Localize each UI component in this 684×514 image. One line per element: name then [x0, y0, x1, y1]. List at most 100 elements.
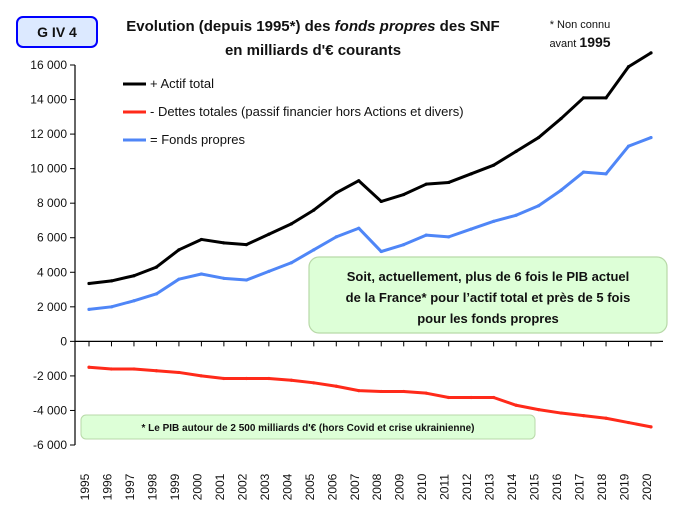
series-2-point [379, 249, 383, 254]
series-2-point [109, 305, 114, 309]
series-0-point [334, 191, 338, 195]
x-tick-label: 1997 [123, 473, 137, 500]
y-tick-label: -4 000 [33, 403, 67, 417]
title-line-1: Evolution (depuis 1995*) des fonds propr… [126, 18, 499, 35]
series-0-point [492, 163, 496, 167]
x-tick-label: 2004 [280, 473, 294, 500]
series-2-point [222, 276, 226, 280]
series-0-point [581, 96, 586, 100]
note-line-2: avant 1995 [549, 34, 610, 50]
callout-box: Soit, actuellement, plus de 6 fois le PI… [308, 256, 668, 334]
series-0-point [514, 149, 518, 153]
legend-label-2: = Fonds propres [150, 132, 246, 147]
series-1-point [514, 403, 518, 407]
y-tick-label: 8 000 [37, 196, 67, 210]
series-1-point [402, 389, 406, 394]
series-1-point [244, 376, 248, 381]
series-2-point [581, 170, 586, 174]
series-0-point [604, 96, 608, 100]
series-line-1 [87, 365, 653, 429]
callout-line-1: Soit, actuellement, plus de 6 fois le PI… [347, 269, 629, 284]
x-tick-label: 1998 [145, 473, 159, 500]
y-tick-label: 14 000 [30, 93, 67, 107]
badge-label: G IV 4 [37, 24, 77, 40]
series-1-point [177, 370, 181, 375]
chart-title: Evolution (depuis 1995*) des fonds propr… [126, 18, 499, 59]
series-1-point [604, 416, 608, 420]
series-2-point [447, 235, 451, 239]
series-1-point [447, 395, 451, 400]
series-2-point [537, 204, 541, 208]
series-0-point [357, 179, 361, 183]
note-line-2-prefix: avant [549, 38, 579, 50]
series-0-point [267, 232, 271, 236]
series-1-point [379, 389, 383, 394]
series-1-point [334, 384, 338, 388]
x-tick-label: 1995 [78, 473, 92, 500]
series-2-point [424, 233, 428, 237]
x-tick-label: 2006 [325, 473, 339, 500]
series-2-point [334, 235, 338, 239]
title-line-1-part-2: des SNF [436, 18, 500, 35]
series-2-point [289, 261, 293, 265]
series-1-point [357, 388, 361, 393]
series-0-point [447, 180, 451, 185]
series-layer [87, 51, 653, 429]
axes: 16 000 14 000 12 000 10 000 8 000 6 000 4 000 2… [30, 58, 663, 500]
series-2-point [402, 243, 406, 247]
series-0-point [402, 192, 406, 197]
series-2-point [626, 144, 631, 148]
x-tick-label: 2019 [618, 473, 632, 500]
series-1-point [537, 407, 541, 412]
series-0-point [289, 222, 293, 226]
badge: G IV 4 [16, 16, 98, 48]
series-1-point [289, 378, 293, 382]
y-tick-label: 6 000 [37, 231, 67, 245]
series-1-point [87, 365, 91, 369]
series-2-point [312, 248, 316, 252]
series-2-point [469, 227, 473, 231]
callout-line-3: pour les fonds propres [417, 311, 559, 326]
series-0-point [177, 248, 181, 252]
x-tick-label: 2007 [348, 473, 362, 500]
series-line-2 [87, 136, 653, 311]
series-0-point [244, 243, 248, 247]
series-1-point [626, 420, 631, 425]
x-tick-label: 2005 [303, 473, 317, 500]
series-0-point [312, 208, 316, 212]
x-tick-label: 2000 [190, 473, 204, 500]
y-tick-label: 10 000 [30, 162, 67, 176]
x-tick-label: 2009 [393, 473, 407, 500]
series-2-point [154, 292, 159, 296]
series-1-point [649, 425, 653, 429]
series-1-point [559, 411, 563, 415]
callout-box-bg [308, 256, 668, 334]
series-0-point [469, 172, 473, 176]
series-1-point [312, 381, 316, 385]
y-tick-label: 0 [60, 334, 67, 348]
series-0-point [109, 279, 114, 283]
series-0-point [379, 199, 383, 204]
y-tick-label: -6 000 [33, 438, 67, 452]
legend-label-0: + Actif total [150, 76, 214, 91]
pib-note: * Le PIB autour de 2 500 milliards d'€ (… [141, 423, 474, 434]
series-line-0 [87, 51, 653, 285]
series-2-point [267, 269, 271, 274]
x-tick-label: 2017 [573, 473, 587, 500]
series-0-point [537, 135, 541, 140]
series-1-point [424, 391, 428, 395]
x-tick-label: 2016 [550, 473, 564, 500]
series-2-point [559, 188, 563, 192]
series-1-point [132, 367, 136, 371]
series-0-point [559, 116, 563, 121]
series-1-point [267, 376, 271, 381]
badge-box [16, 16, 98, 48]
x-tick-label: 2013 [483, 473, 497, 500]
series-2-point [87, 307, 91, 312]
legend: + Actif total - Dettes totales (passif fi… [123, 76, 464, 147]
y-tick-label: 4 000 [37, 265, 67, 279]
series-2-point [177, 277, 181, 281]
series-0-point [199, 237, 203, 242]
series-2-point [514, 213, 518, 217]
y-tick-label: 12 000 [30, 127, 67, 141]
